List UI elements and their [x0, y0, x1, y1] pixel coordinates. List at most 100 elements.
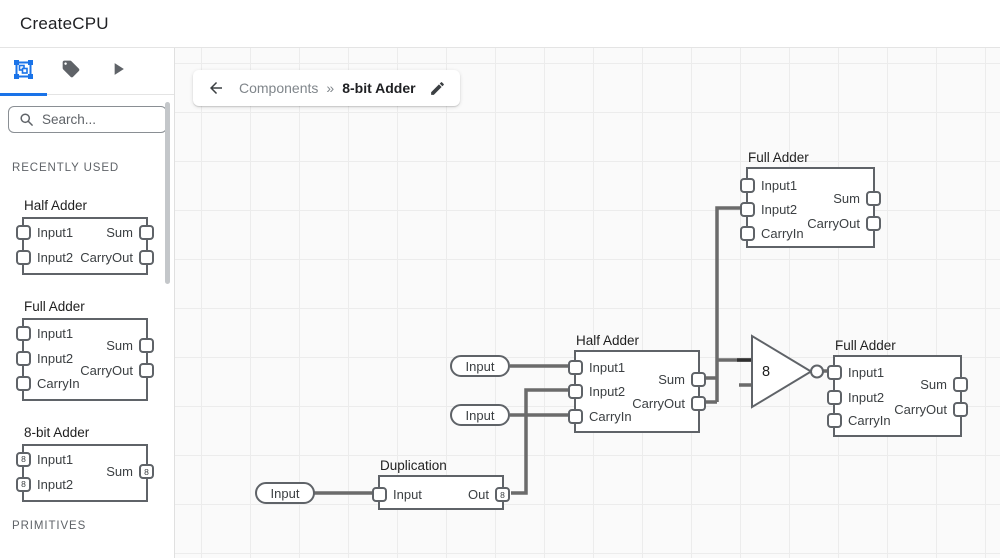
port-label: Sum	[106, 224, 133, 240]
port-input2[interactable]	[827, 390, 842, 405]
port-input1[interactable]	[16, 325, 31, 341]
port-label: CarryOut	[807, 216, 860, 231]
port-carryout[interactable]	[953, 402, 968, 417]
port-input1[interactable]	[827, 365, 842, 380]
port-label: Input1	[589, 360, 626, 375]
port-label: Input1	[848, 365, 885, 380]
sidebar-scrollbar[interactable]	[165, 102, 170, 284]
input-node[interactable]: Input	[450, 404, 510, 426]
port-carryout[interactable]	[691, 396, 706, 411]
port-out[interactable]: 8	[495, 487, 510, 502]
back-button[interactable]	[207, 79, 225, 97]
component-label: Full Adder	[835, 338, 896, 353]
search-box	[8, 106, 167, 133]
port-carryin[interactable]	[740, 226, 755, 241]
port-label: Sum	[106, 338, 133, 353]
port-sum[interactable]	[953, 377, 968, 392]
recent-components: Half Adder Input1 Input2 Sum CarryOut Full Ad…	[0, 198, 174, 502]
component-label: Half Adder	[576, 333, 640, 348]
port-label: CarryOut	[894, 402, 947, 417]
breadcrumb-separator: »	[326, 80, 335, 96]
breadcrumb-path[interactable]: Components	[239, 80, 319, 96]
port-input1[interactable]: 8	[16, 451, 31, 467]
tab-tags[interactable]	[47, 48, 94, 95]
breadcrumb-current: 8-bit Adder	[342, 80, 416, 96]
editor-canvas[interactable]	[175, 48, 1000, 558]
input-node[interactable]: Input	[255, 482, 315, 504]
component-duplication[interactable]: Duplication Input 8 Out	[372, 458, 510, 510]
component-label: Duplication	[380, 458, 447, 473]
port-label: Input2	[848, 390, 885, 405]
port-sum[interactable]: 8	[139, 464, 154, 479]
edit-name-button[interactable]	[429, 80, 446, 97]
port-input[interactable]	[372, 487, 387, 502]
search-icon	[20, 113, 33, 126]
play-icon	[108, 59, 128, 84]
top-bar: CreateCPU	[0, 0, 1000, 48]
primitives-header: PRIMITIVES	[12, 520, 87, 532]
sidebar-tabs	[0, 48, 174, 96]
port-label: Input1	[37, 224, 74, 240]
component-preview[interactable]: 8 Input1 8 Input2 8 Sum	[16, 444, 154, 502]
port-sum[interactable]	[691, 372, 706, 387]
port-input2[interactable]	[568, 384, 583, 399]
port-label: CarryOut	[80, 363, 133, 378]
port-label: Sum	[833, 191, 860, 206]
component-preview[interactable]: Input1 Input2 Sum CarryOut	[16, 217, 154, 275]
port-label: Input2	[589, 384, 626, 399]
port-input2[interactable]	[740, 202, 755, 217]
tag-icon	[61, 59, 81, 84]
arrow-left-icon	[210, 82, 222, 94]
component-preview[interactable]: Input1 Input2 CarryIn Sum CarryOut	[16, 318, 154, 401]
port-carryout[interactable]	[866, 216, 881, 231]
pencil-icon	[430, 81, 444, 95]
component-icon	[13, 59, 34, 85]
port-carryout[interactable]	[139, 363, 154, 378]
sidebar-component-card[interactable]: 8-bit Adder 8 Input1 8 Input2 8 Sum	[16, 425, 154, 502]
port-label: Input2	[761, 202, 798, 217]
port-label: Input1	[37, 325, 74, 341]
port-label: CarryOut	[80, 249, 133, 265]
port-carryin[interactable]	[568, 409, 583, 424]
port-sum[interactable]	[139, 224, 154, 240]
port-input1[interactable]	[16, 224, 31, 240]
port-label: CarryIn	[761, 226, 804, 241]
search-input[interactable]	[42, 112, 160, 127]
tab-components[interactable]	[0, 48, 47, 96]
port-label: Sum	[658, 372, 685, 387]
port-label: Input1	[761, 178, 798, 193]
port-label: Input2	[37, 249, 74, 265]
port-carryout[interactable]	[139, 249, 154, 265]
port-sum[interactable]	[139, 338, 154, 353]
port-label: CarryIn	[37, 375, 80, 391]
port-label: Input	[393, 487, 422, 502]
sidebar-component-card[interactable]: Full Adder Input1 Input2 CarryIn Sum CarryOut	[16, 299, 154, 401]
sidebar-component-card[interactable]: Half Adder Input1 Input2 Sum CarryOut	[16, 198, 154, 275]
input-node[interactable]: Input	[450, 355, 510, 377]
port-label: Sum	[920, 377, 947, 392]
port-input1[interactable]	[568, 360, 583, 375]
port-input1[interactable]	[740, 178, 755, 193]
port-label: Input2	[37, 350, 74, 366]
component-label: Full Adder	[24, 299, 85, 314]
component-label: Full Adder	[748, 150, 809, 165]
gate-label: 8	[762, 363, 771, 380]
port-label: CarryIn	[848, 413, 891, 428]
tab-run[interactable]	[94, 48, 141, 95]
port-label: Out	[468, 487, 489, 502]
component-half-adder[interactable]: Half Adder Input1 Input2 CarryIn Sum CarryOut	[568, 333, 706, 433]
app-title: CreateCPU	[20, 13, 109, 33]
port-carryin[interactable]	[16, 375, 31, 391]
breadcrumb: Components » 8-bit Adder	[193, 70, 460, 106]
port-carryin[interactable]	[827, 413, 842, 428]
component-label: Half Adder	[24, 198, 88, 213]
component-full-adder-right[interactable]: Full Adder Input1 Input2 CarryIn Sum CarryOut	[827, 338, 968, 437]
port-label: CarryIn	[589, 409, 632, 424]
port-sum[interactable]	[866, 191, 881, 206]
port-input2[interactable]	[16, 350, 31, 366]
component-full-adder-top[interactable]: Full Adder Input1 Input2 CarryIn Sum CarryOut	[740, 150, 881, 248]
port-input2[interactable]: 8	[16, 476, 31, 492]
recently-used-header: RECENTLY USED	[12, 162, 120, 174]
port-input2[interactable]	[16, 249, 31, 265]
